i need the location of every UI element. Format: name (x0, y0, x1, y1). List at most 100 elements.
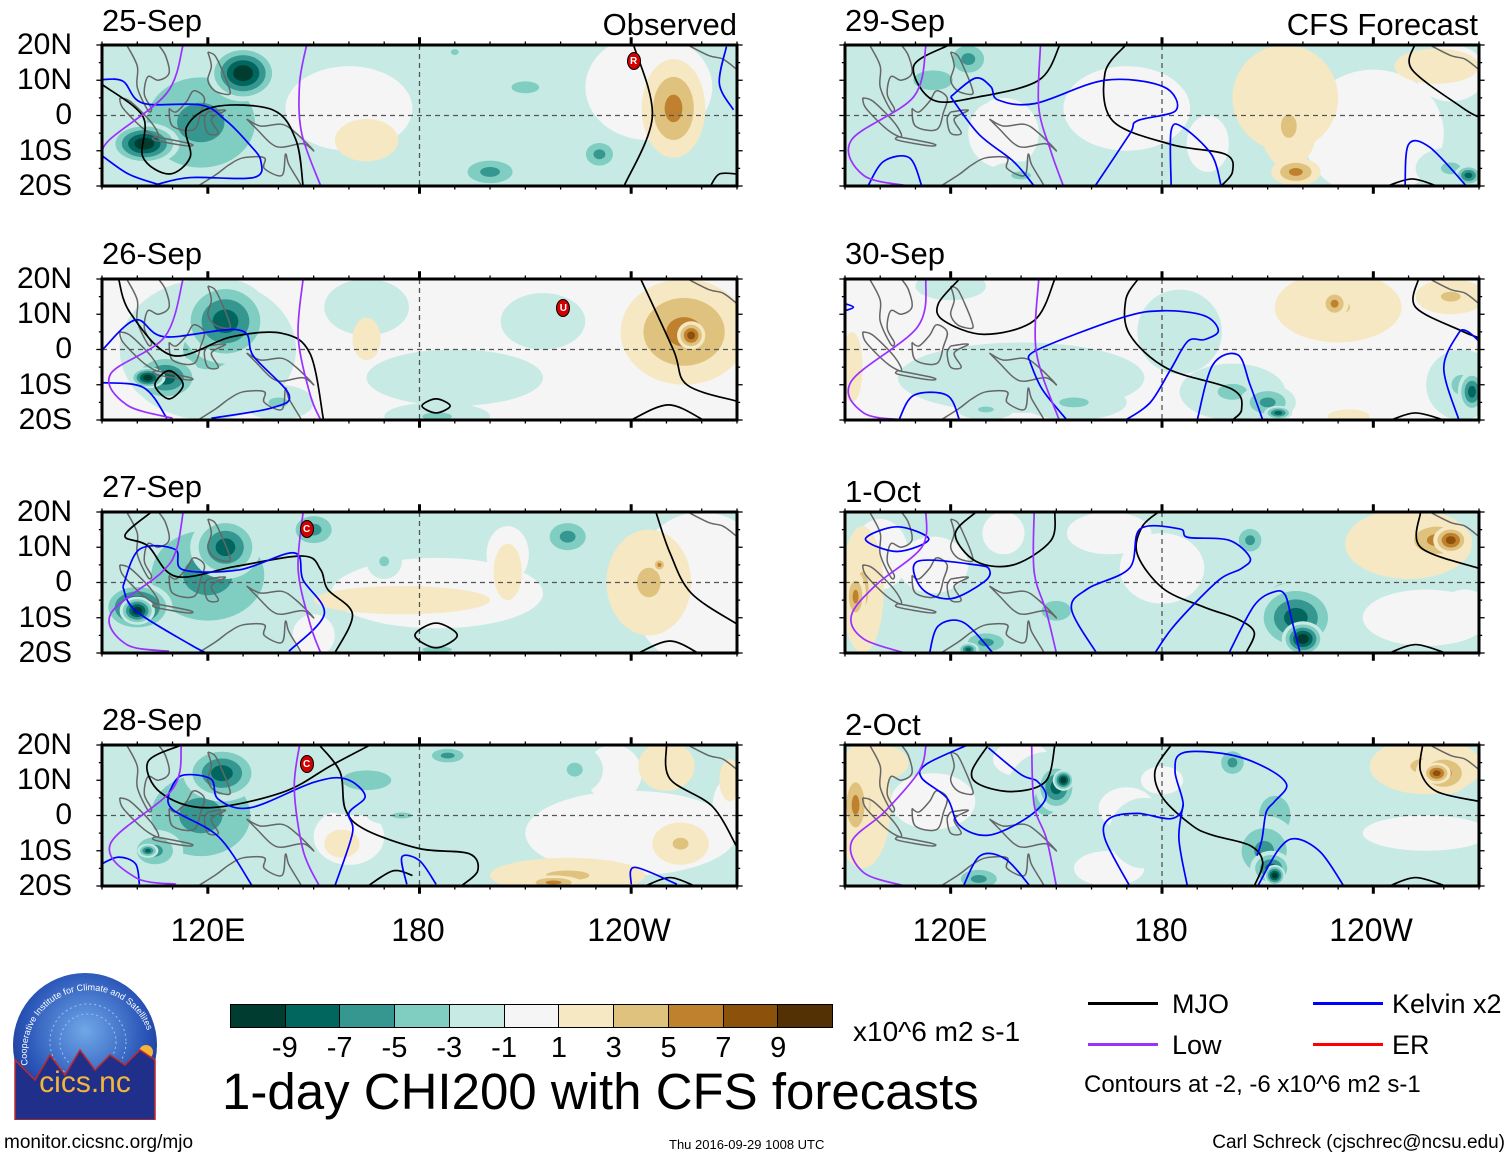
kelvin-contour (102, 156, 157, 185)
coastline (204, 110, 225, 135)
kelvin-contour (102, 320, 290, 419)
observed-label: Observed (602, 7, 737, 42)
kelvin-contour (102, 857, 139, 884)
legend-er: ER (1392, 1030, 1430, 1060)
anomaly-negative (511, 81, 540, 94)
anomaly-negative (593, 149, 606, 160)
coastline (153, 604, 193, 613)
colorbar-swatch (778, 1005, 833, 1027)
coastline (947, 810, 968, 835)
coastline (1430, 745, 1479, 770)
anomaly-positive (664, 94, 683, 123)
coastline (247, 586, 314, 618)
low-contour (848, 45, 926, 186)
footer-timestamp: Thu 2016-09-29 1008 UTC (669, 1137, 825, 1152)
tropical-cyclone-icon: U (556, 298, 571, 317)
coastline (204, 344, 225, 369)
kelvin-contour (1258, 839, 1344, 886)
coastline (989, 119, 1056, 151)
colorbar (230, 1004, 833, 1028)
anomaly-negative (450, 49, 459, 56)
panel-svg (102, 279, 737, 420)
kelvin-contour (102, 383, 167, 419)
mjo-contour (645, 878, 694, 886)
field-layer (102, 745, 737, 886)
anomaly-negative (215, 538, 236, 557)
anomaly-positive (852, 589, 859, 604)
coastline (930, 388, 1046, 427)
coastline (153, 371, 193, 380)
coastline (895, 371, 935, 380)
low-contour (1033, 512, 1056, 653)
colorbar-swatch (559, 1005, 615, 1027)
kelvin-contour (168, 793, 252, 886)
panel-date: 29-Sep (845, 3, 945, 38)
anomaly-neutral (1186, 115, 1229, 172)
coastline (895, 604, 935, 613)
map-panel (845, 745, 1479, 886)
colorbar-swatch (449, 1005, 505, 1027)
lat-label: 10S (18, 600, 72, 634)
kelvin-contour (1028, 311, 1218, 420)
logo-name: cics.nc (39, 1066, 131, 1099)
field-layer (845, 745, 1479, 886)
mjo-contour (638, 641, 698, 653)
map-panel (845, 512, 1479, 653)
field-layer (845, 279, 1479, 427)
colorbar-swatch (231, 1005, 286, 1027)
tropical-cyclone-icon: R (626, 51, 641, 70)
coastline (912, 91, 947, 131)
kelvin-contour (868, 156, 922, 186)
lat-label: 20N (16, 495, 72, 528)
colorbar-swatch (340, 1005, 396, 1027)
anomaly-negative (480, 166, 500, 177)
anomaly-positive (687, 331, 696, 340)
low-contour (298, 512, 321, 653)
anomaly-negative (144, 848, 151, 853)
colorbar-swatch (285, 1005, 341, 1027)
coastline (870, 279, 913, 346)
legend-kelvin: Kelvin x2 (1392, 989, 1502, 1019)
mjo-contour (955, 512, 1055, 567)
anomaly-positive (1432, 770, 1441, 777)
coastline (951, 752, 974, 794)
anomaly-positive (1280, 114, 1297, 138)
mjo-contour (415, 623, 457, 648)
lat-label: 10N (16, 63, 72, 97)
colorbar-swatch (614, 1005, 669, 1027)
anomaly-negative (1227, 757, 1238, 768)
anomaly-negative (177, 102, 225, 143)
colorbar-units: x10^6 m2 s-1 (853, 1016, 1021, 1047)
anomaly-negative (379, 556, 390, 567)
lon-label: 120W (587, 912, 671, 948)
field-layer (102, 512, 737, 653)
anomaly-positive (719, 759, 737, 802)
mjo-contour (971, 745, 1054, 792)
colorbar-swatch (668, 1005, 724, 1027)
anomaly-negative (384, 402, 491, 420)
coastline (127, 279, 170, 346)
panel-svg (845, 45, 1479, 186)
low-contour (1032, 745, 1057, 886)
mjo-contour (368, 871, 412, 886)
field-layer (102, 45, 737, 186)
map-panel (845, 45, 1479, 186)
coastline (1430, 45, 1479, 70)
kelvin-contour (123, 587, 207, 653)
kelvin-contour (1197, 353, 1263, 420)
kelvin-contour (169, 775, 365, 886)
anomaly-negative (1464, 172, 1473, 179)
coastline (127, 45, 170, 112)
anomaly-positive (1394, 48, 1479, 84)
footer-url[interactable]: monitor.cicsnc.org/mjo (4, 1132, 194, 1153)
low-contour (298, 279, 321, 420)
colorbar-swatch (504, 1005, 560, 1027)
lat-label: 20S (18, 402, 72, 436)
coastline (208, 286, 231, 328)
coastline (127, 745, 170, 812)
anomaly-negative (1274, 410, 1283, 415)
low-contour (1035, 279, 1059, 420)
anomaly-positive (313, 586, 491, 615)
coastline (208, 519, 231, 561)
